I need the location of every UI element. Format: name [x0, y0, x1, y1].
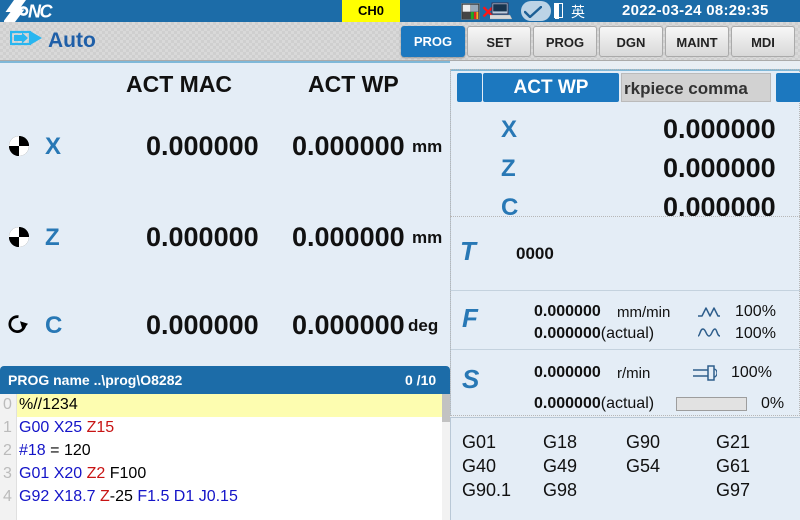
svg-text:NC: NC	[28, 2, 53, 22]
